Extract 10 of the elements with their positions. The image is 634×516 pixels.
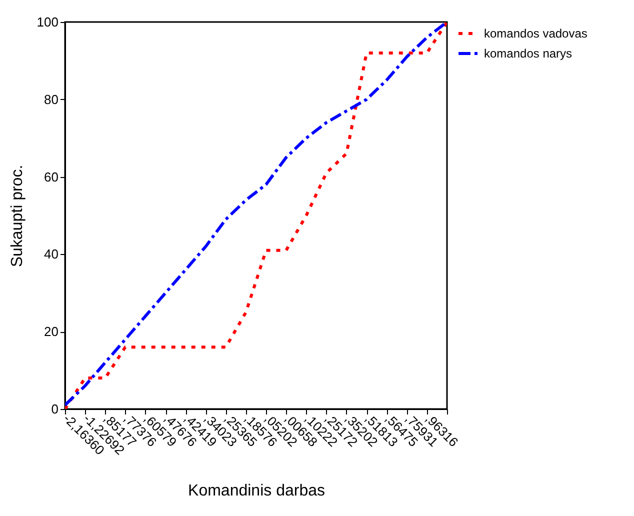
y-tick-label: 100 bbox=[36, 14, 58, 30]
y-tick-label: 80 bbox=[44, 92, 58, 107]
legend-label: komandos narys bbox=[484, 46, 572, 60]
y-tick-label: 0 bbox=[51, 402, 58, 416]
y-axis-title: Sukaupti proc. bbox=[8, 164, 26, 268]
y-tick-label: 60 bbox=[44, 169, 58, 184]
x-axis-title: Komandinis darbas bbox=[188, 482, 325, 500]
y-tick-label: 40 bbox=[44, 246, 58, 262]
legend-label: komandos vadovas bbox=[484, 26, 588, 40]
y-tick-label: 20 bbox=[44, 324, 58, 340]
